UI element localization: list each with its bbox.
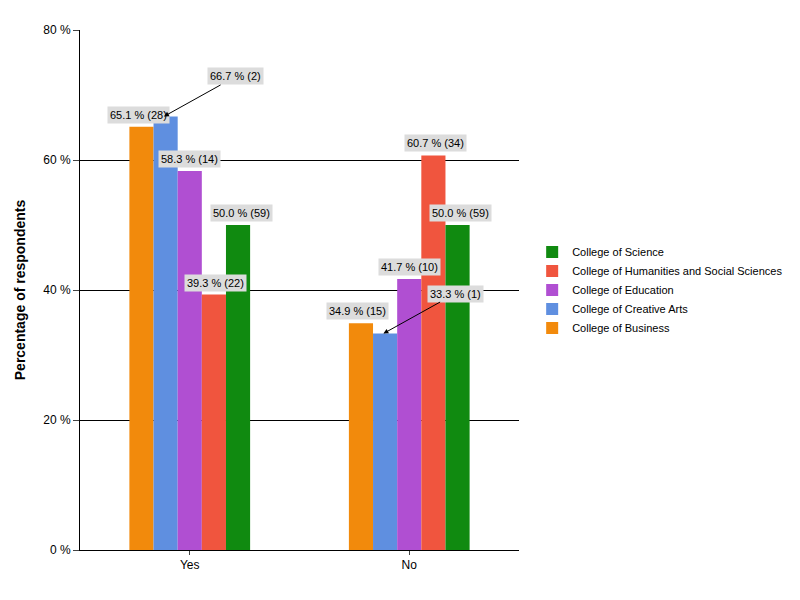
svg-text:Yes: Yes	[180, 558, 200, 572]
svg-text:80 %: 80 %	[43, 23, 71, 37]
svg-text:College of Humanities and Soci: College of Humanities and Social Science…	[572, 265, 782, 277]
svg-text:20 %: 20 %	[43, 413, 71, 427]
svg-text:College of Business: College of Business	[572, 322, 670, 334]
svg-text:33.3 % (1): 33.3 % (1)	[430, 288, 481, 300]
svg-text:College of Education: College of Education	[572, 284, 674, 296]
svg-text:40 %: 40 %	[43, 283, 71, 297]
svg-text:34.9 % (15): 34.9 % (15)	[329, 305, 386, 317]
svg-text:66.7 % (2): 66.7 % (2)	[210, 70, 261, 82]
svg-text:Percentage of respondents: Percentage of respondents	[12, 200, 28, 381]
svg-text:39.3 % (22): 39.3 % (22)	[187, 277, 244, 289]
svg-text:College of Creative Arts: College of Creative Arts	[572, 303, 688, 315]
svg-text:60 %: 60 %	[43, 153, 71, 167]
svg-text:41.7 % (10): 41.7 % (10)	[381, 261, 438, 273]
svg-text:No: No	[402, 558, 418, 572]
svg-text:58.3 % (14): 58.3 % (14)	[161, 153, 218, 165]
svg-text:50.0 % (59): 50.0 % (59)	[213, 207, 270, 219]
svg-text:60.7 % (34): 60.7 % (34)	[407, 137, 464, 149]
svg-text:65.1 % (28): 65.1 % (28)	[110, 109, 167, 121]
svg-text:0 %: 0 %	[50, 543, 71, 557]
svg-text:College of Science: College of Science	[572, 246, 664, 258]
svg-text:50.0 % (59): 50.0 % (59)	[432, 207, 489, 219]
